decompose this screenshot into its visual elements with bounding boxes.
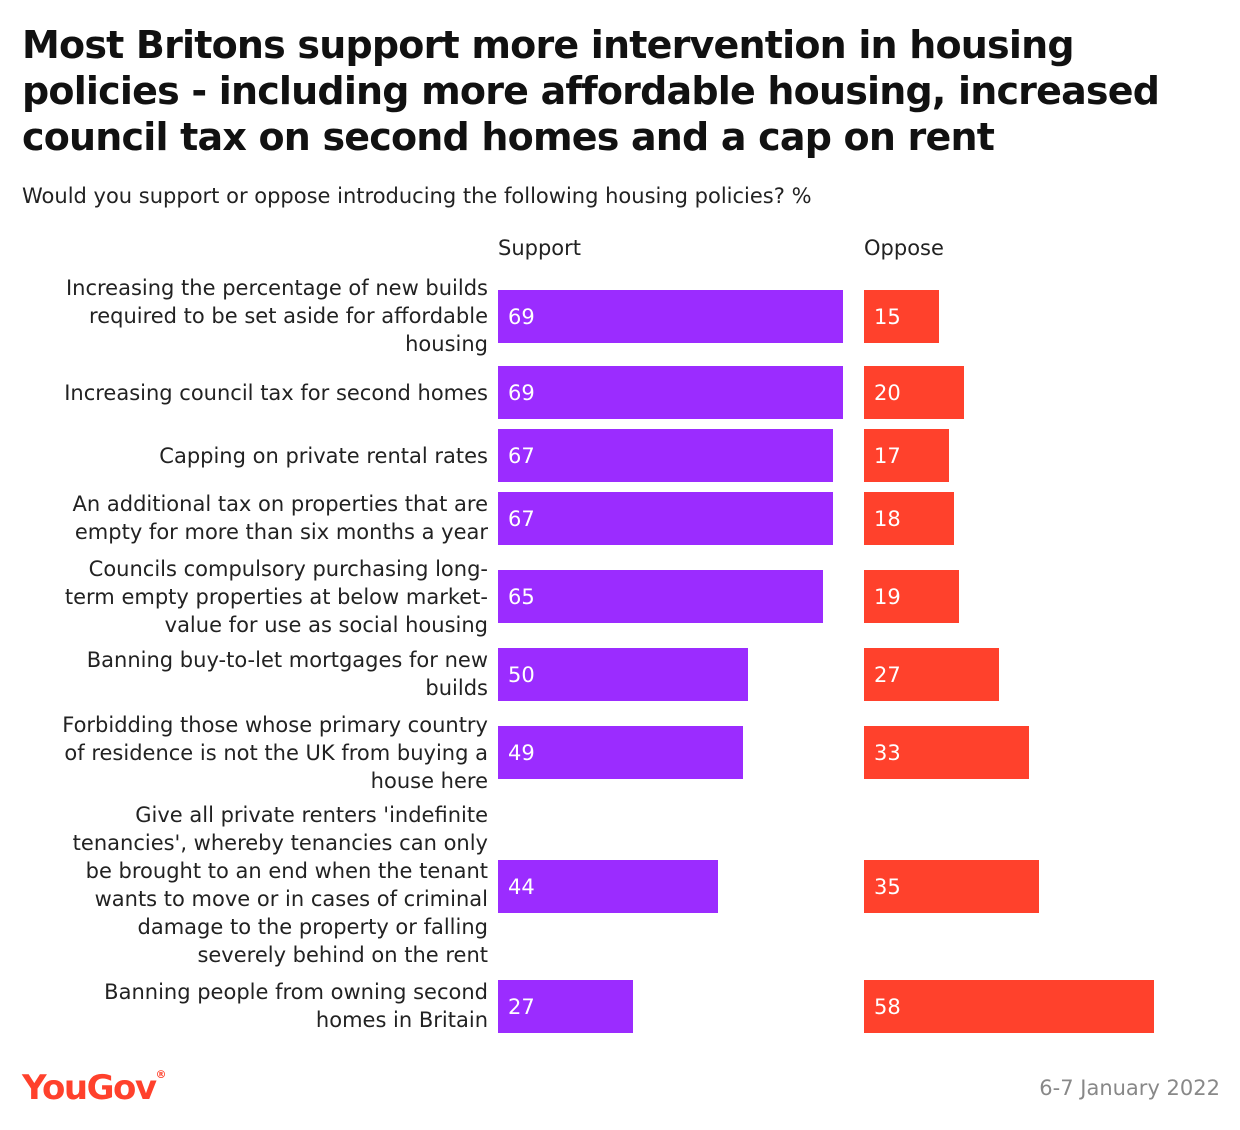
row-label-compulsory-purchasing: Councils compulsory purchasing long-term… <box>64 556 488 637</box>
logo-text: YouGov <box>22 1068 157 1108</box>
oppose-bar-banning-second-homes: 58 <box>864 980 1154 1033</box>
oppose-bar-banning-buy-to-let: 27 <box>864 648 999 701</box>
oppose-value-label: 19 <box>874 584 901 609</box>
oppose-value-label: 17 <box>874 443 901 468</box>
row-label-forbidding-non-uk-buyers: Forbidding those whose primary country of… <box>62 712 488 793</box>
row-label-banning-second-homes: Banning people from owning second homes i… <box>104 980 488 1032</box>
chart-title: Most Britons support more intervention i… <box>22 23 1160 159</box>
oppose-bar-forbidding-non-uk-buyers: 33 <box>864 726 1029 779</box>
support-column-header: Support <box>498 236 582 260</box>
row-label-banning-buy-to-let: Banning buy-to-let mortgages for new buil… <box>86 648 488 700</box>
oppose-bar-capping-rental-rates: 17 <box>864 429 949 482</box>
oppose-value-label: 15 <box>874 304 901 329</box>
row-label-council-tax-second-homes: Increasing council tax for second homes <box>64 381 488 405</box>
support-value-label: 69 <box>508 304 535 329</box>
oppose-value-label: 33 <box>874 740 901 765</box>
support-value-label: 50 <box>508 662 535 687</box>
oppose-value-label: 20 <box>874 380 901 405</box>
support-value-label: 67 <box>508 506 535 531</box>
support-value-label: 49 <box>508 740 535 765</box>
oppose-value-label: 27 <box>874 662 901 687</box>
support-bar-capping-rental-rates: 67 <box>498 429 833 482</box>
row-label-indefinite-tenancies: Give all private renters 'indefinite tena… <box>72 803 488 967</box>
support-value-label: 65 <box>508 584 535 609</box>
oppose-value-label: 58 <box>874 994 901 1019</box>
survey-date: 6-7 January 2022 <box>1039 1076 1220 1100</box>
oppose-bar-council-tax-second-homes: 20 <box>864 366 964 419</box>
oppose-bar-empty-properties-tax: 18 <box>864 492 954 545</box>
support-bar-banning-second-homes: 27 <box>498 980 633 1033</box>
support-value-label: 44 <box>508 874 535 899</box>
oppose-bar-affordable-housing: 15 <box>864 290 939 343</box>
support-value-label: 67 <box>508 443 535 468</box>
oppose-value-label: 18 <box>874 506 901 531</box>
row-label-empty-properties-tax: An additional tax on properties that are… <box>72 492 488 544</box>
oppose-bar-indefinite-tenancies: 35 <box>864 860 1039 913</box>
row-label-capping-rental-rates: Capping on private rental rates <box>159 444 488 468</box>
support-bar-indefinite-tenancies: 44 <box>498 860 718 913</box>
row-label-affordable-housing: Increasing the percentage of new builds r… <box>65 275 488 356</box>
support-bar-compulsory-purchasing: 65 <box>498 570 823 623</box>
oppose-value-label: 35 <box>874 874 901 899</box>
support-value-label: 69 <box>508 380 535 405</box>
oppose-bar-compulsory-purchasing: 19 <box>864 570 959 623</box>
oppose-column-header: Oppose <box>864 236 944 260</box>
registered-mark: ® <box>155 1068 167 1081</box>
support-value-label: 27 <box>508 994 535 1019</box>
support-bar-council-tax-second-homes: 69 <box>498 366 843 419</box>
support-bar-affordable-housing: 69 <box>498 290 843 343</box>
support-bar-empty-properties-tax: 67 <box>498 492 833 545</box>
support-bar-banning-buy-to-let: 50 <box>498 648 748 701</box>
yougov-logo: YouGov® <box>22 1068 167 1108</box>
chart-subtitle: Would you support or oppose introducing … <box>22 184 812 208</box>
support-bar-forbidding-non-uk-buyers: 49 <box>498 726 743 779</box>
